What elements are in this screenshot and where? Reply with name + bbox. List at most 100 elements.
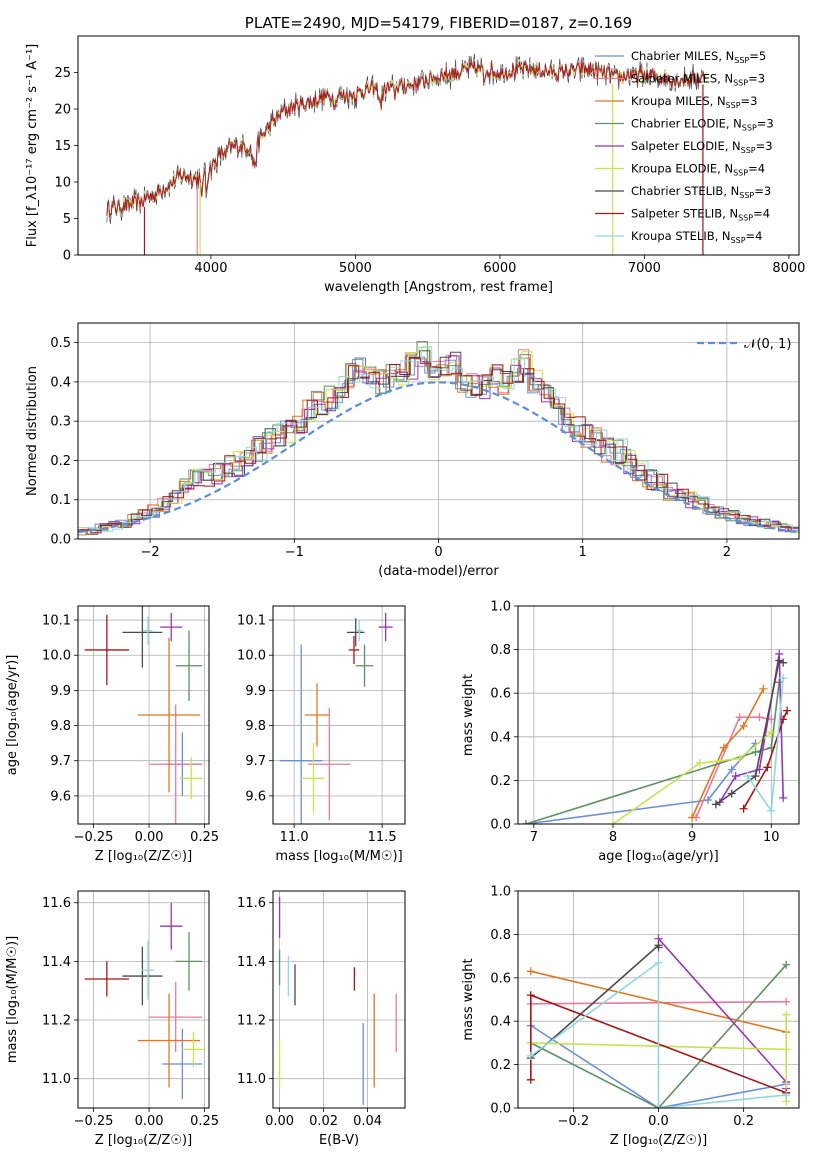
x-tick-label: 0.0 [648,1114,669,1129]
panel-age_vs_Z: −0.25 0.00 0.25 9.6 9.7 9.8 9.9 10.0 10.1 Z [log₁… [5,605,219,864]
mass-weight-marker [782,1010,791,1019]
plot-area [278,896,397,1106]
panel-mass_weight_vs_age: 7 8 9 10 0.0 0.2 0.4 0.6 0.8 1.0 age [log₁₀(age/yr… [461,600,800,864]
y-axis-label: age [log₁₀(age/yr)] [5,655,20,776]
plot-area [84,606,203,824]
mass-weight-marker [526,1075,535,1084]
mass-weight-marker [779,793,788,802]
mass-weight-marker [654,943,663,952]
y-tick-label: 0.3 [50,415,71,430]
x-tick-label: −0.25 [74,830,114,845]
x-axis-label: (data-model)/error [378,564,499,579]
y-tick-label: 10.0 [42,649,71,664]
x-tick-label: 2 [723,545,731,560]
mass-weight-line [691,688,765,818]
y-axis-label: mass weight [461,958,476,1040]
panel-residuals: −2 −1 0 1 2 0.0 0.1 0.2 0.3 0.4 0.5 (data-model)/er… [25,322,800,579]
y-tick-label: 9.9 [50,684,71,699]
mass-weight-line [695,716,772,818]
axes-frame [77,35,800,256]
mass-weight-marker [767,728,776,737]
y-tick-label: 25 [54,66,71,81]
mass-weight-marker [526,991,535,1000]
x-axis-label: Z [log₁₀(Z/Z☉)] [610,1133,707,1148]
y-tick-label: 1.0 [490,885,511,900]
mass-weight-marker [751,772,760,781]
x-tick-label: 6000 [483,261,516,276]
mass-weight-marker [731,772,740,781]
y-tick-label: 0.0 [490,1102,511,1117]
mass-weight-marker [782,997,791,1006]
panel-age_vs_mass: 11.0 11.5 9.6 9.7 9.8 9.9 10.0 10.1 mass [log₁₀(… [237,605,406,864]
y-tick-label: 10.0 [237,649,266,664]
y-tick-label: 11.0 [42,1072,71,1087]
mass-weight-marker [654,1104,663,1108]
x-tick-label: 0.25 [190,830,219,845]
y-tick-label: 0.0 [490,818,511,833]
y-tick-label: 9.9 [245,684,266,699]
y-tick-label: 9.8 [245,719,266,734]
axes-frame [77,890,210,1109]
x-axis-label: Z [log₁₀(Z/Z☉)] [95,1133,192,1148]
y-tick-label: 11.6 [42,896,71,911]
panel-spectrum: 4000 5000 6000 7000 8000 0 5 10 15 20 25 wavelength… [25,14,805,295]
y-tick-label: 10.1 [237,614,266,629]
mass-weight-marker [719,743,728,752]
mass-weight-line [530,1024,787,1108]
x-axis-label: wavelength [Angstrom, rest frame] [324,280,553,295]
y-tick-label: 0.5 [50,336,71,351]
y-tick-label: 10 [54,176,71,191]
y-tick-label: 9.6 [245,789,266,804]
y-tick-label: 0.4 [50,375,71,390]
x-tick-label: −0.2 [558,1114,590,1129]
mass-weight-line [612,731,772,824]
x-tick-label: 7 [530,830,538,845]
y-tick-label: 0.6 [490,687,511,702]
y-tick-label: 0.8 [490,928,511,943]
y-tick-label: 9.7 [245,754,266,769]
y-tick-label: 0.2 [490,1058,511,1073]
y-tick-label: 9.7 [50,754,71,769]
plot-area [280,613,393,824]
x-tick-label: 0.00 [265,1114,294,1129]
y-axis-label: Flux [f_λ10⁻¹⁷ erg cm⁻² s⁻¹ A⁻¹] [25,44,40,248]
mass-weight-marker [782,1045,791,1054]
mass-weight-marker [767,806,776,815]
x-tick-label: 11.5 [368,830,397,845]
mass-weight-marker [779,658,788,667]
mass-weight-line [530,961,787,1108]
y-tick-label: 0.2 [50,454,71,469]
legend-entry: Salpeter STELIB, NSSP=4 [631,207,770,223]
x-tick-label: 0.2 [733,1114,754,1129]
plot-area [78,341,799,536]
x-tick-label: 0.02 [309,1114,338,1129]
y-tick-label: 0.6 [490,971,511,986]
mass-weight-marker [739,721,748,730]
mass-weight-marker [783,706,792,715]
mass-weight-marker [751,748,760,757]
mass-weight-marker [755,713,764,722]
plot-area [526,934,791,1108]
mass-weight-marker [759,684,768,693]
mass-weight-marker [711,800,720,809]
legend-entry: Chabrier MILES, NSSP=5 [631,49,766,65]
x-tick-label: 4000 [194,261,227,276]
x-tick-label: 5000 [339,261,372,276]
y-tick-label: 0.4 [490,730,511,745]
legend-entry: Chabrier STELIB, NSSP=3 [631,184,771,200]
mass-weight-line [525,682,780,824]
panel-mass_vs_ebv: 0.00 0.02 0.04 11.0 11.2 11.4 11.6 E(B-V) [237,890,406,1148]
y-tick-label: 0.4 [490,1015,511,1030]
x-axis-label: age [log₁₀(age/yr)] [598,849,719,864]
legend-entry: Chabrier ELODIE, NSSP=3 [631,117,774,133]
x-tick-label: −2 [141,545,160,560]
y-tick-label: 11.2 [237,1014,266,1029]
mass-weight-marker [526,1051,535,1060]
mass-weight-marker [688,813,697,822]
legend-entry: 𝒩(0, 1) [744,337,791,352]
mass-weight-marker [739,804,748,813]
mass-weight-marker [782,960,791,969]
axes-frame [77,322,800,540]
mass-weight-marker [735,754,744,763]
y-tick-label: 0.1 [50,493,71,508]
